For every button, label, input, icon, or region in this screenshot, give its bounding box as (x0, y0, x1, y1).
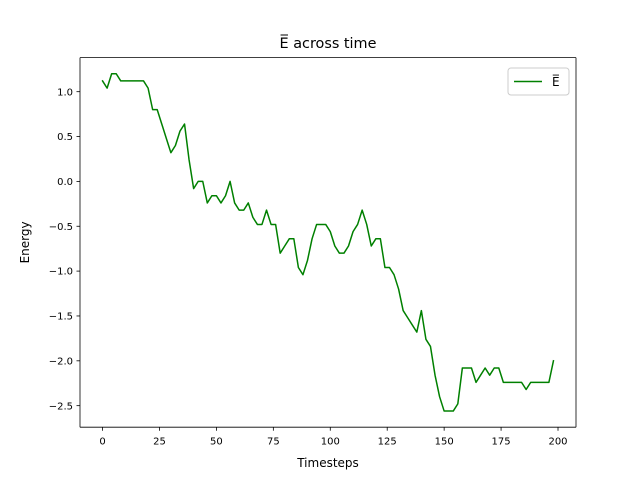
y-tick-label: −1.5 (49, 312, 73, 323)
x-axis-label: Timesteps (296, 456, 359, 470)
y-tick-label: −2.5 (49, 401, 73, 412)
x-tick-label: 75 (267, 437, 280, 448)
legend-label: E̅ (552, 74, 560, 89)
x-tick-label: 50 (210, 437, 223, 448)
plot-background (80, 57, 576, 428)
x-tick-label: 200 (548, 437, 567, 448)
plot-area (80, 57, 576, 428)
x-tick-label: 150 (435, 437, 454, 448)
x-axis-ticks: 0 25 50 75 100 125 150 175 200 (99, 427, 568, 448)
y-tick-label: 0.5 (57, 132, 73, 143)
y-tick-label: 1.0 (57, 87, 73, 98)
x-tick-label: 175 (492, 437, 511, 448)
y-tick-label: −1.0 (49, 267, 73, 278)
y-axis-ticks: 1.0 0.5 0.0 −0.5 −1.0 −1.5 −2.0 −2.5 (49, 87, 80, 412)
y-tick-label: −2.0 (49, 356, 73, 367)
legend: E̅ (507, 67, 570, 96)
x-tick-label: 125 (378, 437, 397, 448)
y-tick-label: 0.0 (57, 177, 73, 188)
series-line-e-bar (101, 73, 555, 412)
axes-frame (79, 57, 577, 428)
y-tick-label: −0.5 (49, 222, 73, 233)
x-tick-label: 25 (153, 437, 166, 448)
x-tick-label: 100 (321, 437, 340, 448)
y-axis-label: Energy (18, 221, 32, 263)
chart-title: E̅ across time (280, 34, 377, 52)
x-tick-label: 0 (99, 437, 105, 448)
